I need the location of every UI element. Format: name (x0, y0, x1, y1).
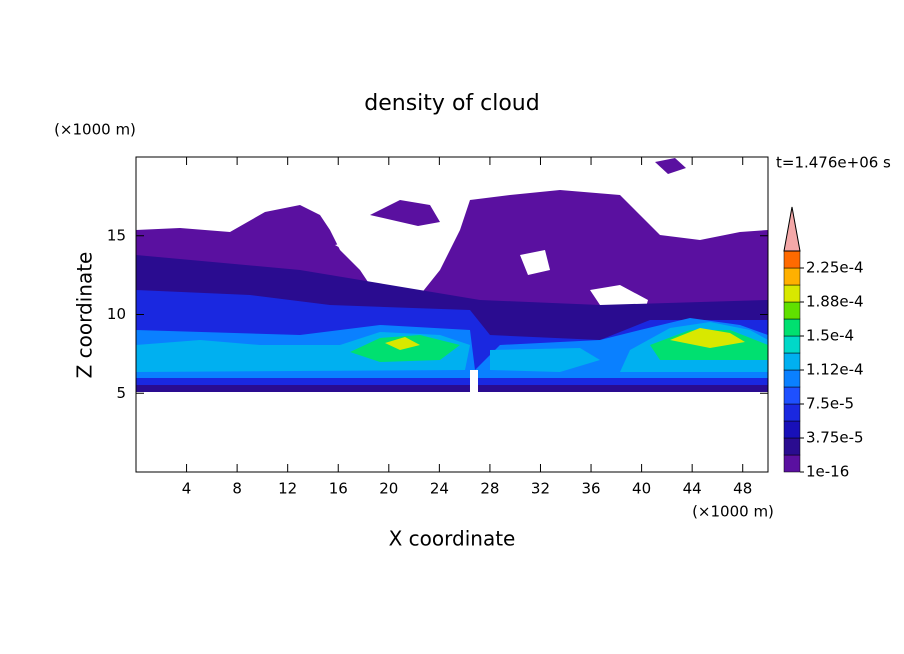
colorbar-tick-label: 2.25e-4 (806, 259, 864, 277)
x-tick-label: 20 (379, 480, 398, 498)
contour-level (385, 328, 745, 350)
colorbar-tick-label: 1.88e-4 (806, 293, 864, 311)
colorbar-band (783, 403, 801, 422)
x-tick-label: 32 (531, 480, 550, 498)
x-tick-label: 44 (683, 480, 702, 498)
colorbar-band (783, 335, 801, 354)
y-axis-title: Z coordinate (73, 252, 97, 379)
y-unit: (×1000 m) (54, 121, 136, 139)
colorbar-extend (783, 206, 801, 252)
x-unit: (×1000 m) (692, 503, 774, 521)
x-axis-title: X coordinate (389, 527, 516, 551)
x-tick-label: 16 (329, 480, 348, 498)
y-tick-label: 10 (107, 305, 126, 323)
colorbar-band (783, 301, 801, 320)
colorbar-tick-label: 1e-16 (806, 463, 849, 481)
contour-level (370, 158, 686, 226)
contour-gap (470, 370, 478, 392)
chart-title: density of cloud (364, 91, 539, 116)
x-tick-label: 28 (480, 480, 499, 498)
y-tick-label: 5 (116, 384, 126, 402)
colorbar-tick-label: 1.12e-4 (806, 361, 864, 379)
colorbar-band (783, 284, 801, 303)
colorbar-band (783, 352, 801, 371)
colorbar-band (783, 318, 801, 337)
x-tick-label: 8 (232, 480, 242, 498)
contour-gap (335, 228, 648, 328)
colorbar-band (783, 437, 801, 456)
colorbar-tick-label: 3.75e-5 (806, 429, 864, 447)
colorbar-tick-label: 1.5e-4 (806, 327, 854, 345)
colorbar-tick-label: 7.5e-5 (806, 395, 854, 413)
contour-level (350, 330, 768, 362)
x-tick-label: 48 (733, 480, 752, 498)
x-tick-label: 24 (430, 480, 449, 498)
x-tick-label: 36 (581, 480, 600, 498)
x-tick-label: 4 (182, 480, 192, 498)
colorbar-band (783, 267, 801, 286)
annotation: t=1.476e+06 s (776, 154, 891, 172)
x-tick-label: 40 (632, 480, 651, 498)
colorbar-band (783, 369, 801, 388)
colorbar-band (783, 420, 801, 439)
colorbar-band (783, 250, 801, 269)
x-tick-label: 12 (278, 480, 297, 498)
colorbar-band (783, 386, 801, 405)
contour-field (136, 158, 768, 392)
colorbar-band (783, 454, 801, 473)
y-tick-label: 15 (107, 226, 126, 244)
